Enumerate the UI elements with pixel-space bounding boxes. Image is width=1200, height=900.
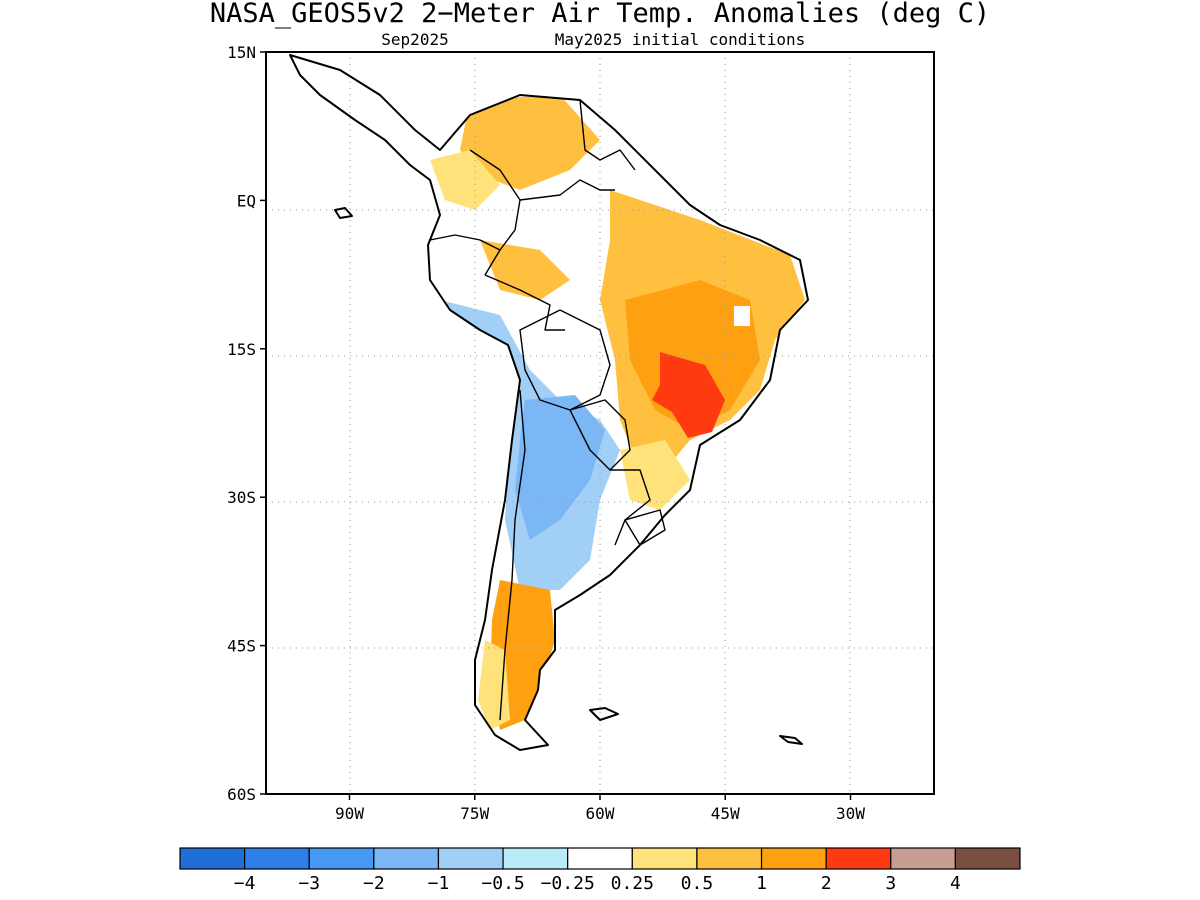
- border-chile-argentina: [499, 389, 526, 721]
- galapagos-islands: [334, 207, 353, 219]
- colorbar-label: −0.25: [541, 873, 595, 894]
- lon-tick-label: 30W: [836, 804, 865, 823]
- colorbar-swatch: [308, 847, 375, 870]
- anomaly-neutral-patch: [734, 306, 750, 326]
- border-venezuela-brazil: [519, 179, 615, 201]
- islands: [334, 207, 803, 745]
- south-georgia: [779, 735, 803, 745]
- colorbar-label: −2: [363, 873, 385, 894]
- subtitle-month: Sep2025: [381, 30, 448, 49]
- lat-tick-label: 60S: [227, 785, 256, 804]
- colorbar-swatch: [631, 847, 698, 870]
- colorbar-swatch: [696, 847, 763, 870]
- border-bolivia: [519, 309, 611, 411]
- colorbar-swatch: [179, 847, 246, 870]
- coastline: [289, 54, 809, 751]
- border-guianas: [579, 99, 636, 171]
- border-uruguay: [624, 509, 666, 546]
- lat-tick-label: 30S: [227, 488, 256, 507]
- colorbar-swatch: [502, 847, 569, 870]
- colorbar-label: 3: [885, 873, 896, 894]
- colorbar-swatch: [437, 847, 504, 870]
- border-paraguay: [569, 399, 631, 471]
- lon-tick-label: 75W: [460, 804, 489, 823]
- figure-title: NASA_GEOS5v2 2−Meter Air Temp. Anomalies…: [210, 0, 990, 29]
- colorbar-label: 4: [950, 873, 961, 894]
- lat-tick-label: 45S: [227, 637, 256, 656]
- anomaly-chaco-cool: [515, 395, 605, 540]
- country-borders: [429, 99, 666, 721]
- anomaly-north-light-warm: [430, 150, 500, 210]
- anomaly-brazil-hot: [652, 352, 725, 438]
- colorbar-label: −1: [428, 873, 450, 894]
- colorbar-label: 0.5: [681, 873, 714, 894]
- colorbar-label: −0.5: [481, 873, 524, 894]
- lat-tick-label: 15N: [227, 43, 256, 62]
- falkland-islands: [589, 707, 619, 721]
- colorbar-label: 1: [756, 873, 767, 894]
- lat-tick-label: 15S: [227, 340, 256, 359]
- colorbar-swatch: [825, 847, 892, 870]
- axis-ticks: 15N EQ 15S 30S 45S 60S 90W 75W 60W 45W 30W: [227, 43, 865, 823]
- border-argentina-brazil: [610, 469, 651, 546]
- colorbar-swatch: [244, 847, 310, 870]
- colorbar-swatch: [954, 847, 1021, 870]
- anomaly-south-brazil-light: [620, 440, 690, 510]
- subtitle-initial-conditions: May2025 initial conditions: [555, 30, 805, 49]
- colorbar-label: −4: [234, 873, 256, 894]
- lon-tick-label: 60W: [586, 804, 615, 823]
- lon-tick-label: 90W: [335, 804, 364, 823]
- colorbar-swatch: [760, 847, 827, 870]
- border-ecuador-peru: [429, 234, 501, 276]
- colorbar-swatch: [567, 847, 633, 870]
- border-peru-brazil: [484, 274, 565, 331]
- lat-tick-label: EQ: [237, 191, 256, 210]
- anomaly-amazon-warm: [480, 240, 570, 300]
- colorbar-swatch: [373, 847, 440, 870]
- colorbar: −4 −3 −2 −1 −0.5 −0.25 0.25 0.5 1 2 3 4: [179, 847, 1021, 894]
- colorbar-label: 0.25: [611, 873, 654, 894]
- colorbar-label: 2: [821, 873, 832, 894]
- lon-tick-label: 45W: [711, 804, 740, 823]
- map-frame: 15N EQ 15S 30S 45S 60S 90W 75W 60W 45W 30W: [227, 43, 935, 823]
- colorbar-swatch: [890, 847, 956, 870]
- colorbar-label: −3: [298, 873, 320, 894]
- anomaly-patagonia-light: [478, 640, 510, 730]
